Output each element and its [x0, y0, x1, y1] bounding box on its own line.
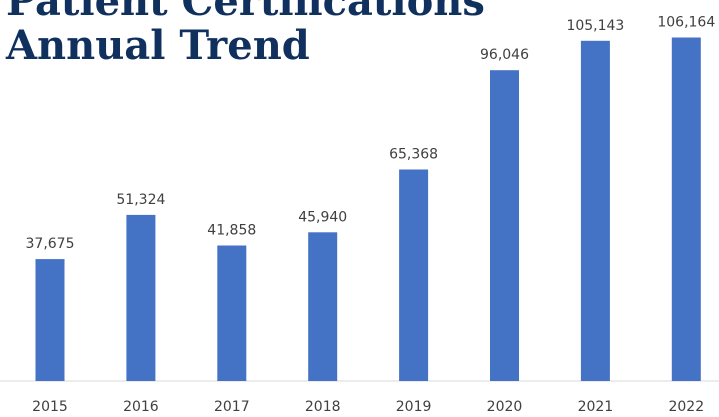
bar-2020	[490, 70, 519, 381]
bar-2021	[580, 40, 610, 382]
data-label-2018: 45,940	[298, 209, 347, 225]
chart-title-line-1: Patient Certifications	[6, 0, 485, 25]
x-tick-label-2016: 2016	[123, 399, 159, 415]
x-tick-label-2022: 2022	[668, 399, 704, 415]
bar-2019	[399, 169, 429, 381]
x-tick-label-2015: 2015	[32, 399, 68, 415]
x-tick-label-group: 2015 2016 2017 2018 2019 2020 2021 2022	[32, 399, 704, 415]
x-tick-label-2020: 2020	[487, 399, 523, 415]
data-label-2020: 96,046	[480, 47, 529, 63]
data-label-2019: 65,368	[389, 147, 438, 163]
bar-series	[35, 37, 701, 382]
chart-title-line-2: Annual Trend	[6, 22, 310, 69]
x-tick-label-2018: 2018	[305, 399, 341, 415]
bar-2022	[671, 37, 701, 381]
bar-2016	[126, 214, 156, 381]
bar-2015	[35, 259, 65, 381]
bar-2017	[217, 245, 247, 381]
data-label-2015: 37,675	[26, 236, 75, 252]
x-tick-label-2017: 2017	[214, 399, 250, 415]
data-label-2021: 105,143	[566, 18, 624, 34]
x-tick-label-2021: 2021	[578, 399, 614, 415]
data-label-group: 37,675 51,324 41,858 45,940 65,368 96,046 105,…	[26, 15, 716, 253]
chart-title: Patient Certifications Annual Trend	[6, 0, 485, 68]
data-label-2017: 41,858	[207, 223, 256, 239]
x-tick-label-2019: 2019	[396, 399, 432, 415]
data-label-2022: 106,164	[657, 15, 715, 31]
bar-2018	[308, 232, 338, 381]
data-label-2016: 51,324	[116, 192, 165, 208]
